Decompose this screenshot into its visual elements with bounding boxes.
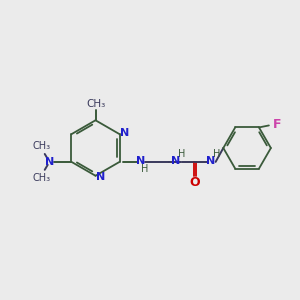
Text: N: N [96, 172, 105, 182]
Text: CH₃: CH₃ [86, 99, 105, 110]
Text: N: N [136, 156, 145, 166]
Text: CH₃: CH₃ [33, 173, 51, 183]
Text: N: N [171, 156, 181, 166]
Text: H: H [141, 164, 148, 174]
Text: H: H [178, 149, 186, 159]
Text: N: N [206, 156, 215, 166]
Text: H: H [213, 149, 220, 159]
Text: F: F [273, 118, 281, 131]
Text: O: O [190, 176, 200, 189]
Text: N: N [120, 128, 129, 138]
Text: CH₃: CH₃ [33, 141, 51, 151]
Text: N: N [45, 157, 54, 167]
